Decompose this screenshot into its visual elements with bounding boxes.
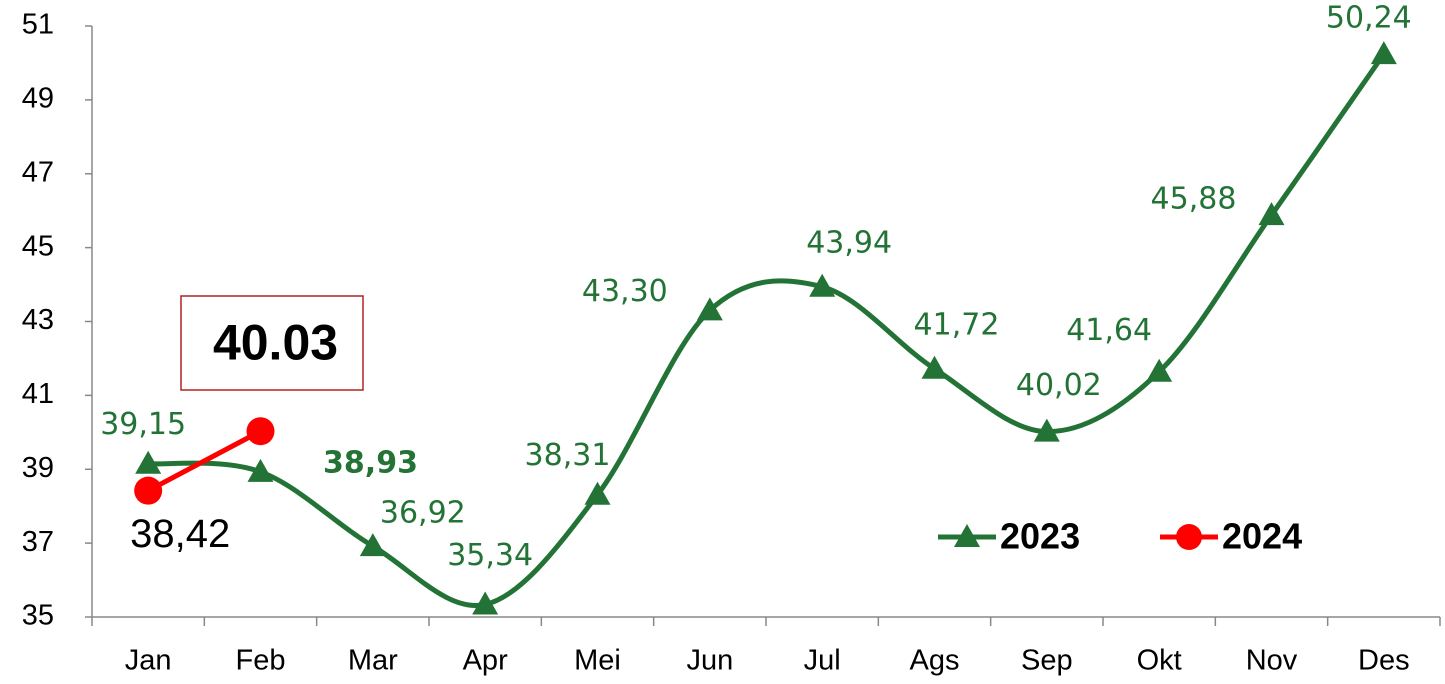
data-label: 43,30 <box>582 274 668 309</box>
data-label: 39,15 <box>100 407 186 442</box>
x-tick-label: Apr <box>463 645 508 677</box>
marker <box>472 591 499 615</box>
marker <box>809 273 836 297</box>
data-label: 41,72 <box>914 307 1000 342</box>
x-tick-label: Okt <box>1137 645 1182 677</box>
data-label: 40.03 <box>213 314 338 370</box>
x-tick-label: Jun <box>686 645 733 677</box>
y-tick-label: 39 <box>22 452 54 484</box>
y-tick-label: 49 <box>22 83 54 115</box>
marker <box>135 450 162 474</box>
marker <box>247 458 274 482</box>
legend-marker <box>1176 524 1202 550</box>
data-label: 50,24 <box>1326 1 1412 36</box>
marker <box>696 297 723 321</box>
data-label: 36,92 <box>380 496 466 531</box>
marker <box>246 417 275 446</box>
marker <box>1258 202 1285 226</box>
series-line <box>146 428 262 493</box>
x-tick-label: Mar <box>348 645 398 677</box>
data-label: 45,88 <box>1151 182 1237 217</box>
x-tick-label: Ags <box>910 645 960 677</box>
x-tick-label: Feb <box>236 645 286 677</box>
legend-label: 2023 <box>1000 516 1080 557</box>
y-tick-label: 37 <box>22 526 54 558</box>
x-tick-label: Sep <box>1021 645 1073 677</box>
y-tick-label: 35 <box>22 600 54 632</box>
legend-label: 2024 <box>1222 516 1302 557</box>
data-label: 43,94 <box>806 225 892 260</box>
y-tick-label: 41 <box>22 378 54 410</box>
data-label: 40,02 <box>1016 368 1102 403</box>
data-label: 38,31 <box>525 438 611 473</box>
data-label: 35,34 <box>447 538 533 573</box>
x-tick-label: Jul <box>804 645 841 677</box>
x-tick-label: Mei <box>574 645 621 677</box>
y-tick-label: 51 <box>22 9 54 41</box>
data-label: 38,93 <box>323 445 418 480</box>
data-label: 41,64 <box>1066 313 1152 348</box>
legend-marker <box>954 524 980 547</box>
y-tick-label: 45 <box>22 230 54 262</box>
y-tick-label: 43 <box>22 304 54 336</box>
y-tick-label: 47 <box>22 156 54 188</box>
x-tick-label: Nov <box>1246 645 1298 677</box>
marker <box>1033 418 1060 442</box>
x-tick-label: Des <box>1358 645 1410 677</box>
data-label: 38,42 <box>130 512 230 556</box>
marker <box>584 481 611 505</box>
marker <box>1370 41 1397 65</box>
x-tick-label: Jan <box>125 645 172 677</box>
annotation-box <box>180 295 364 391</box>
marker <box>1146 358 1173 382</box>
marker <box>359 533 386 557</box>
marker <box>134 476 163 505</box>
marker <box>921 355 948 379</box>
